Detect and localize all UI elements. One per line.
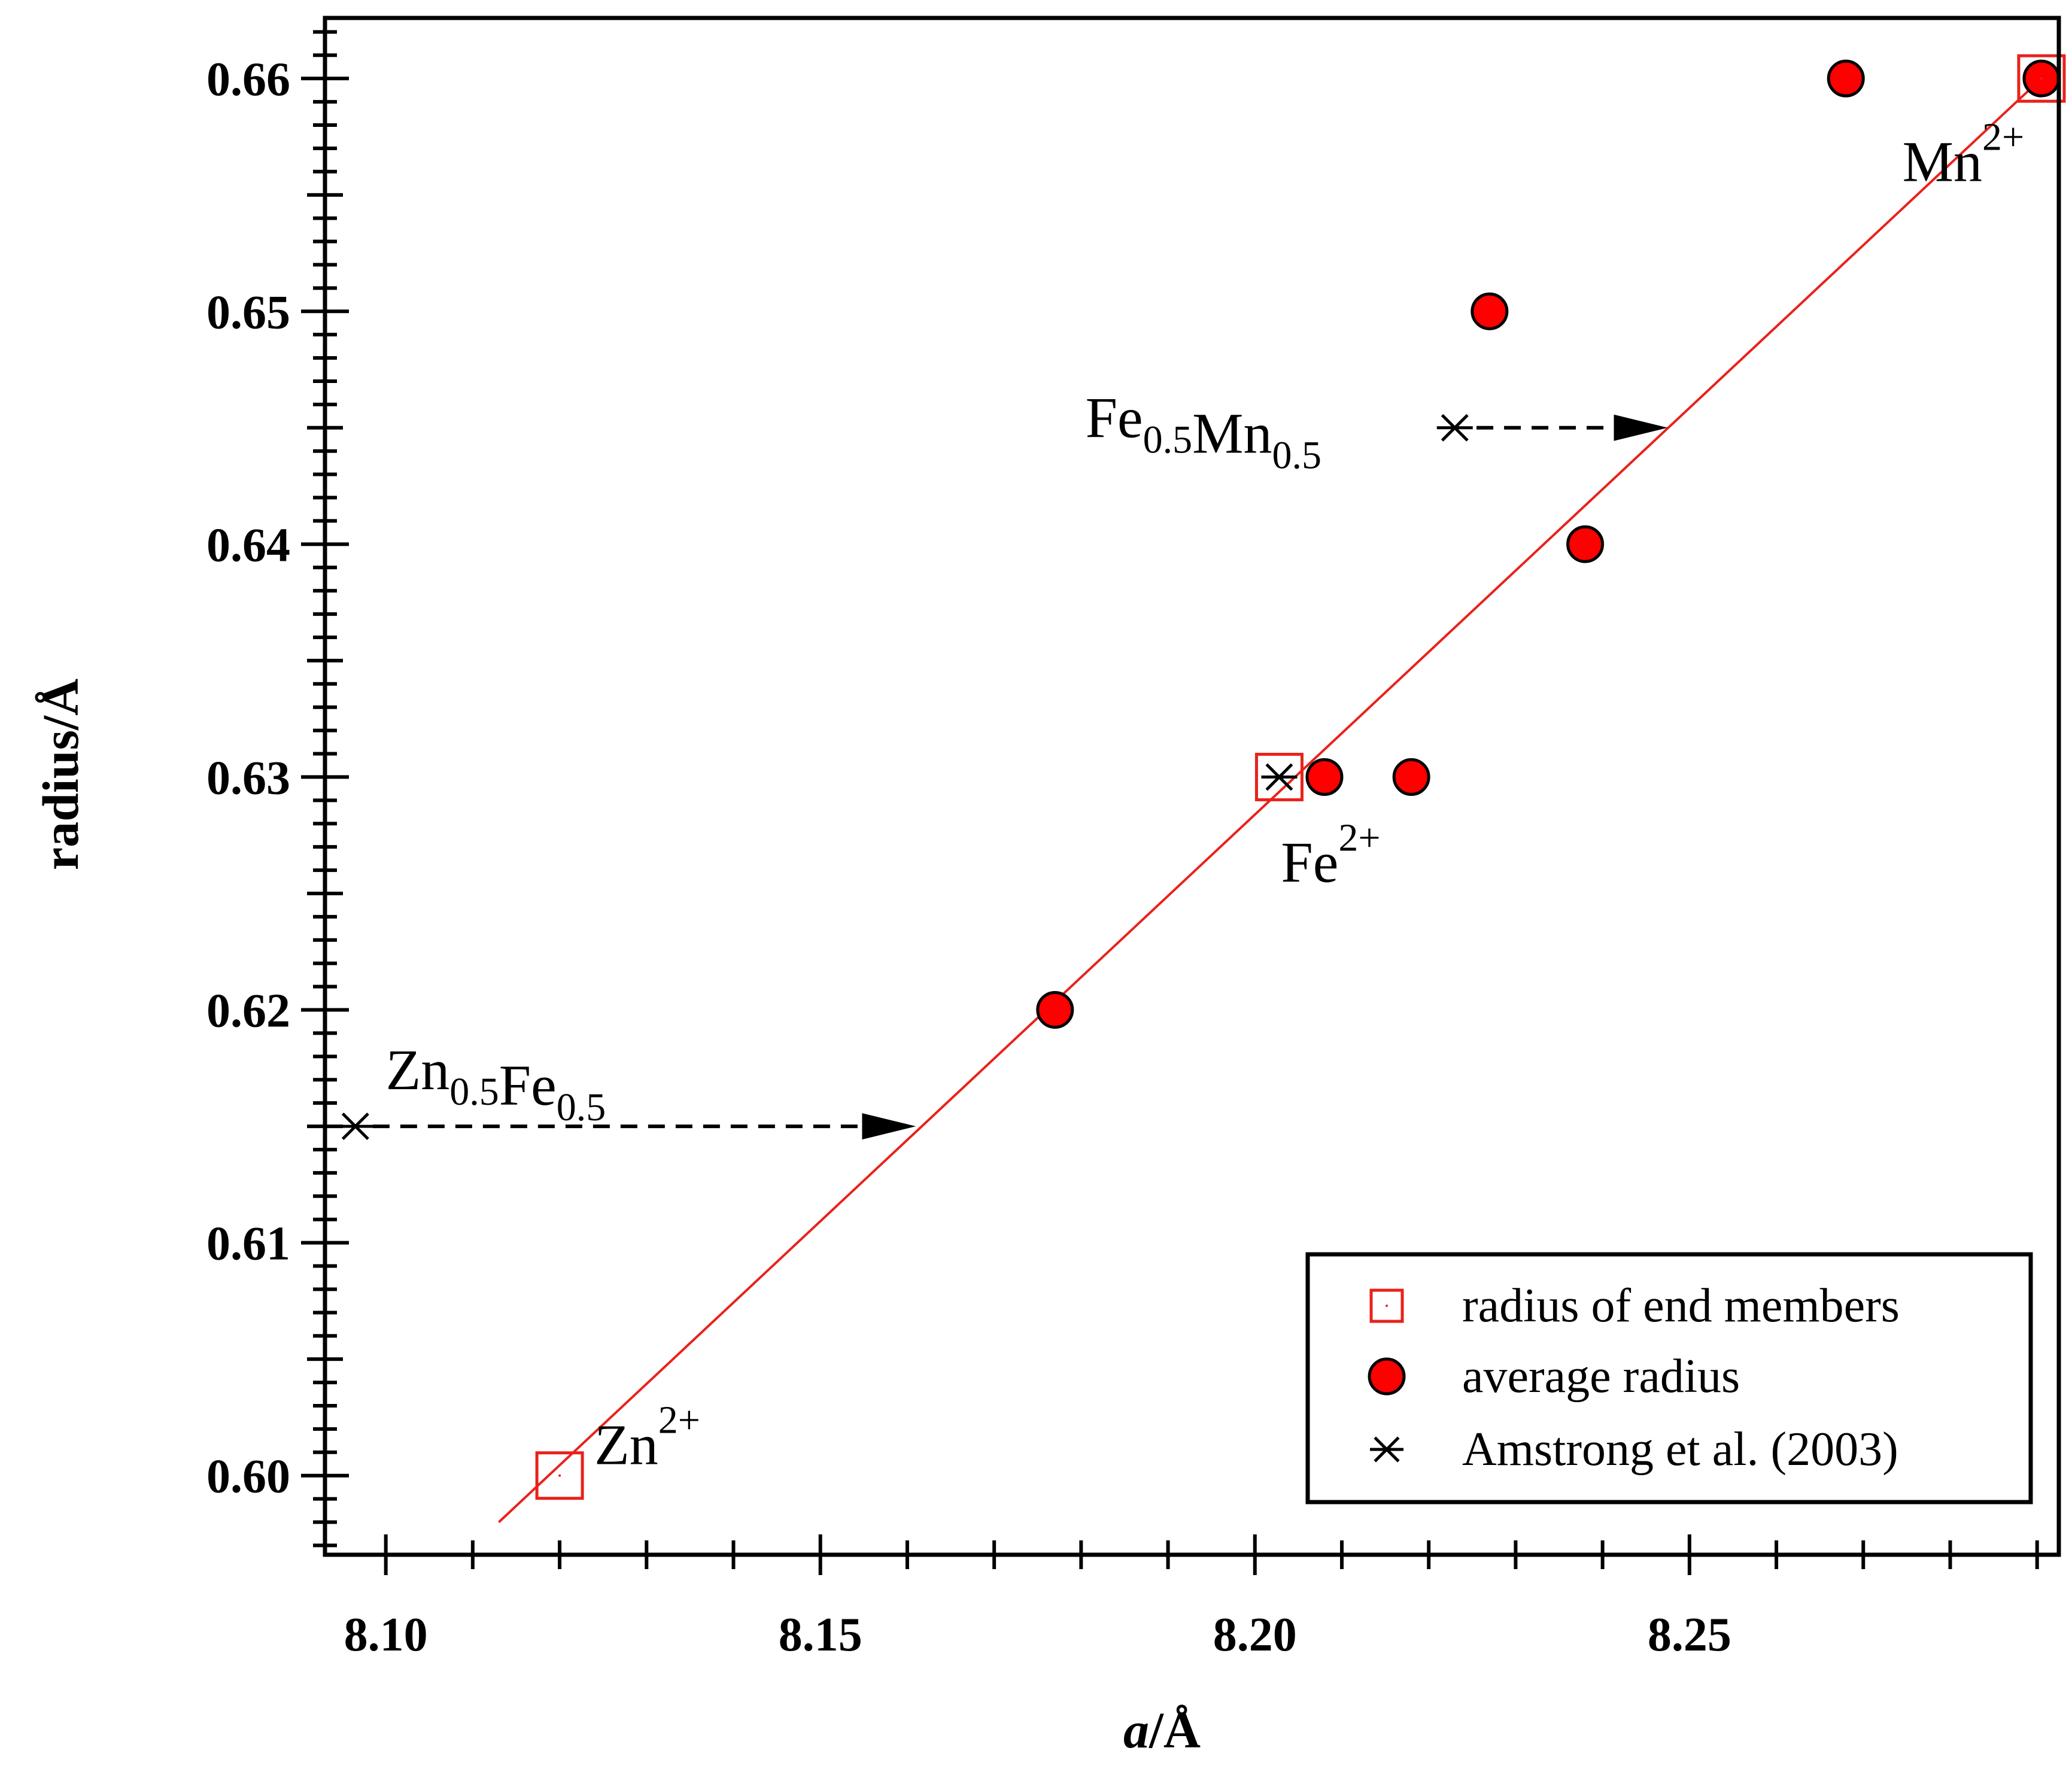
x-tick-label: 8.15 — [779, 1609, 862, 1661]
y-tick-label: 0.64 — [206, 519, 290, 572]
annotation-base: Zn — [594, 1412, 658, 1476]
y-tick-label: 0.63 — [206, 752, 290, 804]
y-tick-label: 0.60 — [206, 1451, 290, 1503]
y-tick-label: 0.65 — [206, 286, 290, 339]
legend-circle-marker — [1368, 1357, 1406, 1396]
data-points-layer — [337, 54, 2066, 1500]
amstrong-point — [1436, 414, 1473, 442]
annotation-element: Fe — [499, 1053, 557, 1117]
annotation-subscript: 0.5 — [1143, 418, 1193, 461]
annotation-base: Mn — [1903, 129, 1982, 193]
annotation-superscript: 2+ — [1338, 816, 1380, 860]
arrow-head — [1614, 414, 1668, 441]
asterisk-stroke — [1265, 763, 1293, 791]
y-axis-title: radius/Å — [32, 679, 89, 870]
x-axis-title-italic: a — [1123, 1701, 1149, 1759]
annotation-element: Fe — [1086, 385, 1143, 449]
open-square-marker — [1254, 752, 1304, 801]
legend: radius of end members average radius Amstr… — [1305, 1252, 2033, 1504]
average-radius-point — [1471, 292, 1509, 330]
asterisk-stroke — [1374, 1436, 1400, 1463]
x-tick-label: 8.25 — [1648, 1609, 1731, 1661]
arrow-head — [862, 1113, 916, 1140]
end-member-point — [2017, 54, 2066, 103]
x-axis-title-unit: /Å — [1149, 1701, 1201, 1759]
square-center-dot — [2040, 77, 2043, 80]
open-square-marker — [1369, 1288, 1404, 1323]
femn-arrow — [1476, 414, 1668, 441]
annotation-element: Mn — [1192, 401, 1272, 465]
annotation-superscript: 2+ — [658, 1398, 700, 1442]
amstrong-point — [1261, 763, 1298, 791]
arrow-layer — [372, 414, 1668, 1140]
square-center-dot — [1386, 1305, 1388, 1307]
asterisk-stroke — [1441, 414, 1469, 442]
y-tick-label: 0.62 — [206, 985, 290, 1038]
annotation-zn: Zn2+ — [594, 1398, 700, 1476]
annotation-mn: Mn2+ — [1903, 115, 2025, 193]
annotation-element: Zn — [386, 1038, 450, 1102]
x-tick-label: 8.20 — [1213, 1609, 1297, 1661]
annotation-base: Fe — [1281, 831, 1338, 895]
annotation-subscript: 0.5 — [1272, 433, 1321, 477]
annotation-subscript: 0.5 — [449, 1070, 499, 1114]
y-tick-label: 0.66 — [206, 53, 290, 106]
open-square-marker — [2017, 54, 2066, 103]
y-tick-label: 0.61 — [206, 1218, 290, 1270]
x-tick-label: 8.10 — [344, 1609, 428, 1661]
average-radius-point — [1036, 991, 1074, 1029]
znfe-arrow — [372, 1113, 916, 1140]
square-center-dot — [558, 1474, 561, 1477]
legend-label: average radius — [1462, 1350, 1740, 1403]
average-radius-point — [1566, 525, 1605, 563]
annotation-subscript: 0.5 — [557, 1086, 606, 1129]
legend-label: Amstrong et al. (2003) — [1462, 1423, 1898, 1476]
annotation-fe: Fe2+ — [1281, 816, 1380, 895]
legend-square-marker — [1369, 1288, 1404, 1323]
legend-asterisk-marker — [1370, 1436, 1403, 1463]
average-radius-point — [1305, 758, 1344, 796]
axes-layer: 0.60 0.61 0.62 0.63 0.64 0.65 0.66 8.10 8.15 8.20… — [32, 16, 2061, 1759]
x-axis-title: a/Å — [1123, 1701, 1201, 1759]
asterisk-stroke — [341, 1113, 369, 1141]
annotation-femn: Fe0.5Mn0.5 — [1086, 385, 1321, 477]
amstrong-point — [337, 1113, 373, 1141]
average-radius-point — [1392, 758, 1430, 796]
legend-box — [1305, 1252, 2033, 1504]
annotation-layer: Zn2+Fe2+Mn2+Zn0.5Fe0.5Fe0.5Mn0.5 — [386, 115, 2025, 1476]
annotation-znfe: Zn0.5Fe0.5 — [386, 1038, 606, 1129]
open-square-marker — [535, 1451, 584, 1500]
legend-label: radius of end members — [1462, 1279, 1900, 1332]
plot-frame — [323, 16, 2061, 1557]
average-radius-point — [1827, 59, 1865, 98]
end-member-point — [535, 1451, 584, 1500]
annotation-superscript: 2+ — [1982, 115, 2024, 159]
